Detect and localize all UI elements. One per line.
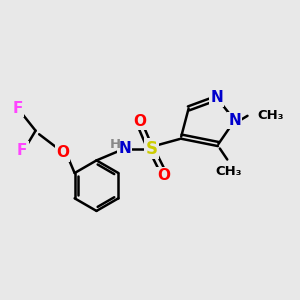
Text: N: N	[211, 91, 223, 106]
Text: N: N	[118, 141, 131, 156]
Text: CH₃: CH₃	[257, 109, 284, 122]
Text: CH₃: CH₃	[215, 165, 242, 178]
Text: O: O	[133, 114, 146, 129]
Text: O: O	[157, 168, 170, 183]
Text: O: O	[56, 146, 69, 160]
Text: F: F	[13, 101, 23, 116]
Text: N: N	[228, 113, 241, 128]
Text: H: H	[110, 138, 121, 152]
Text: S: S	[146, 140, 158, 158]
Text: F: F	[17, 142, 27, 158]
